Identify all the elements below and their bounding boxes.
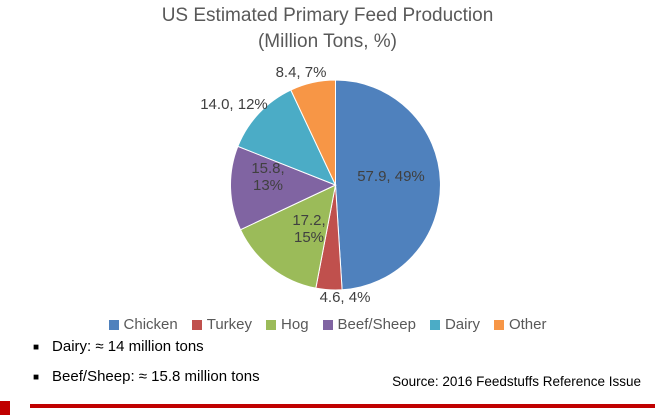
legend-item-hog: Hog xyxy=(266,316,309,333)
legend-label: Turkey xyxy=(206,316,253,333)
corner-accent xyxy=(0,401,10,415)
pie-label-other: 8.4, 7% xyxy=(276,64,327,81)
pie-chart: 57.9, 49% 4.6, 4% 17.2, 15%15.8, 13% 14.0, 12… xyxy=(200,64,441,306)
pie-slice-beef-sheep xyxy=(229,145,337,231)
chart-title: US Estimated Primary Feed Production xyxy=(161,5,494,26)
legend-swatch-icon xyxy=(493,319,504,330)
legend-label: Hog xyxy=(281,316,309,333)
pie-label-turkey: 4.6, 4% xyxy=(320,289,371,306)
pie-label-dairy: 14.0, 12% xyxy=(200,96,268,113)
bullet-square-icon: ■ xyxy=(33,342,40,353)
legend: Chicken Turkey Hog Beef/Sheep Dairy Other xyxy=(0,316,655,333)
legend-item-dairy: Dairy xyxy=(429,316,480,333)
pie-slice-other xyxy=(290,79,336,186)
legend-swatch-icon xyxy=(429,319,440,330)
note-text: Beef/Sheep: ≈ 15.8 million tons xyxy=(52,368,260,385)
note-item: ■ Dairy: ≈ 14 million tons xyxy=(33,338,260,355)
pie-label-beef-sheep: 15.8, 13% xyxy=(251,160,284,194)
source-text: Source: 2016 Feedstuffs Reference Issue xyxy=(392,374,641,389)
legend-label: Chicken xyxy=(123,316,178,333)
bottom-rule-divider xyxy=(30,404,655,408)
legend-swatch-icon xyxy=(322,319,333,330)
legend-label: Dairy xyxy=(444,316,480,333)
notes-list: ■ Dairy: ≈ 14 million tons ■ Beef/Sheep:… xyxy=(33,338,260,398)
note-item: ■ Beef/Sheep: ≈ 15.8 million tons xyxy=(33,368,260,385)
legend-item-chicken: Chicken xyxy=(108,316,178,333)
legend-label: Beef/Sheep xyxy=(337,316,416,333)
note-text: Dairy: ≈ 14 million tons xyxy=(52,338,204,355)
legend-swatch-icon xyxy=(266,319,277,330)
legend-item-beef-sheep: Beef/Sheep xyxy=(322,316,416,333)
legend-swatch-icon xyxy=(191,319,202,330)
legend-item-turkey: Turkey xyxy=(191,316,253,333)
legend-item-other: Other xyxy=(493,316,547,333)
bullet-square-icon: ■ xyxy=(33,372,40,383)
chart-subtitle: (Million Tons, %) xyxy=(257,31,398,52)
legend-label: Other xyxy=(508,316,547,333)
pie-label-chicken: 57.9, 49% xyxy=(357,168,425,185)
pie-slice-dairy xyxy=(237,89,337,186)
pie-slice-hog xyxy=(239,184,337,289)
pie-label-hog: 17.2, 15% xyxy=(292,212,325,246)
legend-swatch-icon xyxy=(108,319,119,330)
pie-slice-chicken xyxy=(335,79,441,291)
